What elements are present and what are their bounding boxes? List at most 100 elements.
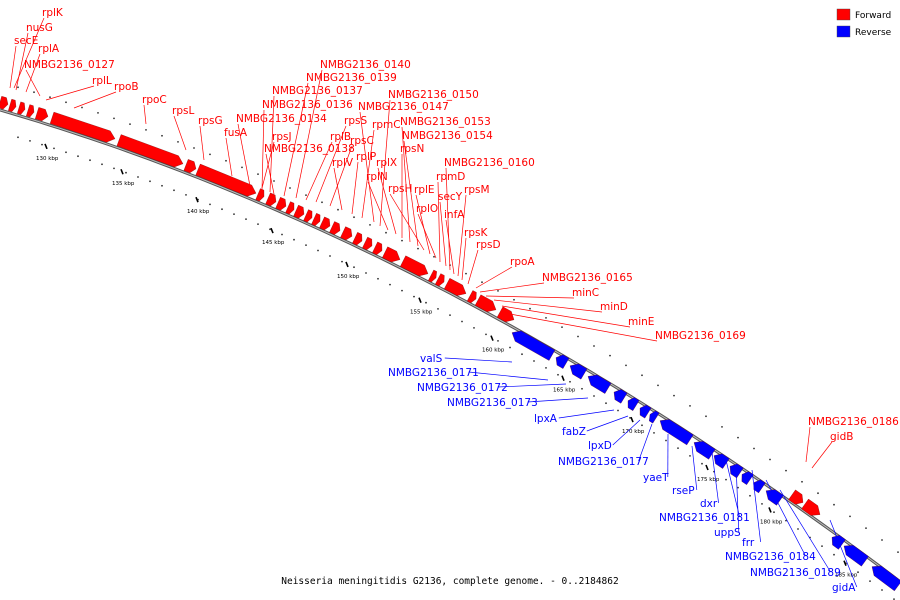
- tick-label: 165 kbp: [553, 388, 576, 394]
- minor-tick-outer: [49, 96, 51, 99]
- tick-label: 130 kbp: [36, 156, 59, 162]
- forward-leader-line: [15, 32, 29, 91]
- forward-gene-label: rpsH: [388, 183, 412, 195]
- forward-gene-label: NMBG2136_0134: [236, 113, 327, 125]
- forward-gene-arrow: [35, 107, 49, 122]
- reverse-leader-line: [691, 445, 698, 491]
- minor-tick: [521, 353, 523, 356]
- minor-tick: [293, 238, 295, 241]
- minor-tick: [317, 249, 319, 252]
- minor-tick-outer: [689, 405, 691, 407]
- forward-gene-label: NMBG2136_0136: [262, 99, 353, 111]
- forward-leader-line: [401, 126, 411, 243]
- forward-leader-line: [389, 193, 425, 251]
- minor-tick-outer: [513, 298, 515, 301]
- forward-gene-label: NMBG2136_0186: [808, 416, 899, 428]
- reverse-gene-arrow: [765, 489, 784, 506]
- label-leaders: [9, 17, 858, 588]
- forward-gene-label: NMBG2136_0139: [306, 72, 397, 84]
- forward-gene-arrow: [801, 498, 821, 516]
- minor-tick: [461, 320, 463, 323]
- minor-tick: [581, 387, 583, 390]
- minor-tick-outer: [17, 86, 19, 89]
- forward-leader-line: [445, 167, 451, 271]
- minor-tick-outer: [769, 458, 771, 461]
- forward-leader-line: [143, 104, 147, 125]
- reverse-gene-label: frr: [742, 537, 755, 549]
- minor-tick-outer: [481, 281, 483, 284]
- forward-gene-label: rplN: [366, 171, 388, 183]
- forward-gene-label: rplX: [376, 157, 397, 169]
- tick-label: 145 kbp: [262, 240, 285, 246]
- minor-tick: [545, 367, 547, 369]
- forward-gene-label: rpoA: [510, 256, 535, 268]
- forward-leader-line: [377, 167, 397, 235]
- forward-gene-label: rplK: [42, 7, 64, 19]
- forward-leader-line: [329, 145, 353, 207]
- minor-tick-outer: [177, 141, 179, 143]
- minor-tick: [413, 295, 415, 298]
- forward-gene-label: rplE: [414, 184, 435, 196]
- forward-gene-arrow: [303, 209, 313, 223]
- minor-tick: [533, 360, 535, 362]
- forward-leader-line: [45, 85, 95, 101]
- minor-tick: [401, 289, 403, 292]
- minor-tick-outer: [145, 129, 147, 131]
- minor-tick-outer: [465, 272, 467, 275]
- minor-tick-outer: [209, 153, 211, 156]
- forward-leader-line: [467, 249, 479, 285]
- forward-leader-line: [485, 295, 575, 299]
- minor-tick: [677, 447, 679, 449]
- minor-tick: [221, 208, 223, 211]
- minor-tick-outer: [417, 247, 419, 250]
- minor-tick: [245, 218, 247, 221]
- major-tick: [195, 196, 199, 203]
- forward-gene-label: NMBG2136_0140: [320, 59, 411, 71]
- reverse-gene-label: NMBG2136_0189: [750, 567, 841, 579]
- minor-tick-outer: [753, 447, 755, 450]
- minor-tick-outer: [657, 384, 659, 387]
- reverse-gene-label: NMBG2136_0171: [388, 367, 479, 379]
- forward-gene-label: minD: [600, 301, 628, 313]
- reverse-leader-line: [751, 469, 761, 543]
- minor-tick-outer: [545, 317, 547, 319]
- forward-gene-label: rplV: [332, 157, 354, 169]
- forward-gene-arrow: [285, 201, 295, 215]
- minor-tick-outer: [865, 527, 867, 529]
- forward-gene-label: rpsL: [172, 105, 194, 117]
- forward-gene-arrow: [265, 192, 277, 207]
- forward-gene-arrow: [8, 98, 17, 112]
- minor-tick-outer: [289, 187, 291, 189]
- minor-tick-outer: [401, 239, 403, 242]
- forward-gene-label: rpsJ: [272, 131, 292, 143]
- forward-gene-label: NMBG2136_0160: [444, 157, 535, 169]
- reverse-gene-arrow: [843, 545, 869, 567]
- minor-tick-outer: [337, 208, 339, 211]
- forward-leader-line: [359, 111, 375, 223]
- forward-gene-arrow: [26, 104, 35, 118]
- minor-tick-outer: [849, 515, 851, 518]
- reverse-leader-line: [735, 463, 740, 533]
- forward-leader-line: [265, 153, 275, 195]
- forward-gene-label: NMBG2136_0154: [402, 130, 493, 142]
- minor-tick: [761, 503, 763, 505]
- forward-gene-arrow: [382, 246, 401, 263]
- minor-tick-outer: [897, 551, 899, 553]
- minor-tick-outer: [65, 101, 67, 104]
- forward-leader-line: [811, 441, 833, 469]
- minor-tick: [41, 143, 43, 146]
- forward-leader-line: [475, 266, 513, 289]
- forward-gene-label: NMBG2136_0138: [264, 143, 355, 155]
- forward-gene-arrow: [400, 255, 429, 277]
- minor-tick: [509, 346, 511, 349]
- forward-gene-label: infA: [444, 209, 465, 221]
- minor-tick: [773, 511, 775, 514]
- minor-tick: [497, 340, 499, 342]
- minor-tick: [557, 373, 559, 376]
- forward-gene-arrow: [788, 489, 804, 505]
- reverse-gene-arrow: [649, 410, 660, 424]
- minor-tick-outer: [433, 255, 435, 258]
- reverse-gene-label: NMBG2136_0181: [659, 512, 750, 524]
- minor-tick-outer: [129, 123, 131, 125]
